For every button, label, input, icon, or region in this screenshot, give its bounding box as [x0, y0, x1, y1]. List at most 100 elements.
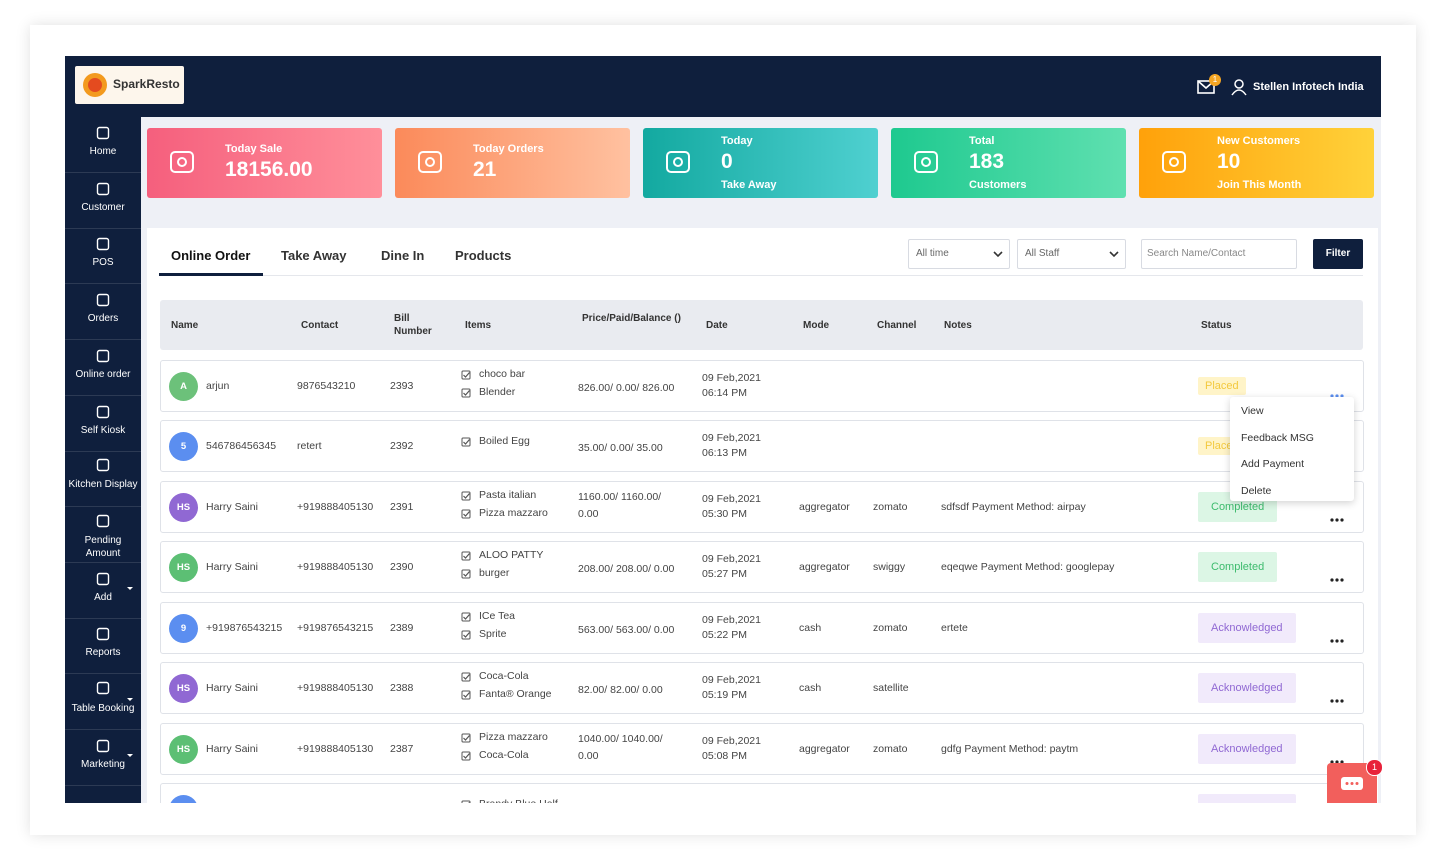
nav-label: Online order: [75, 368, 131, 380]
item-check: [461, 551, 471, 564]
item: choco bar: [479, 367, 526, 380]
sidebar-item[interactable]: Reports: [65, 618, 141, 675]
user-name[interactable]: Stellen Infotech India: [1253, 81, 1364, 93]
row-actions[interactable]: [1330, 513, 1344, 525]
item-check-svg: [461, 437, 471, 447]
sidebar-item[interactable]: Self Kiosk: [65, 396, 141, 452]
stat-sublabel: Take Away: [721, 179, 777, 191]
contact: retert: [297, 440, 322, 452]
row-actions[interactable]: [1330, 573, 1344, 585]
time: 06:14 PM: [702, 386, 747, 399]
stat-card[interactable]: Total 183 Customers: [891, 128, 1126, 198]
submenu-caret: [127, 694, 133, 705]
row-actions-svg: [1330, 578, 1344, 582]
menu-item[interactable]: Feedback MSG: [1241, 431, 1314, 444]
row-actions-svg: [1330, 699, 1344, 703]
nav-label: Reports: [85, 647, 121, 659]
stat-label: New Customers: [1217, 135, 1301, 147]
nav-icon-svg: [96, 572, 110, 585]
menu-item[interactable]: Delete: [1241, 484, 1272, 497]
row-actions[interactable]: [1330, 755, 1344, 767]
sidebar-item[interactable]: Online order: [65, 340, 141, 396]
nav-icon: [96, 739, 110, 756]
name: Harry Saini: [206, 500, 258, 513]
column-header: Status: [1201, 320, 1232, 331]
sidebar-item[interactable]: Table Booking: [65, 674, 141, 730]
tab[interactable]: Online Order: [171, 248, 251, 263]
stat-icon-svg: [170, 151, 194, 173]
search-input[interactable]: Search Name/Contact: [1141, 239, 1297, 269]
stat-card[interactable]: Today 0 Take Away: [643, 128, 878, 198]
item-check: [461, 370, 471, 383]
sidebar-item[interactable]: Marketing: [65, 730, 141, 786]
column-header: Date: [706, 320, 728, 331]
chat-badge: 1: [1366, 759, 1383, 776]
stat-label: Today Orders: [473, 143, 544, 155]
price: 82.00/ 82.00/ 0.00: [578, 684, 663, 696]
name: arjun: [206, 379, 230, 392]
bill-number: 2390: [390, 561, 414, 573]
row-actions[interactable]: [1330, 694, 1344, 706]
contact: +919876543215: [297, 621, 374, 634]
date: 09 Feb,2021: [702, 674, 761, 686]
nav-icon-svg: [96, 739, 110, 752]
column-header: Items: [465, 320, 492, 331]
item-check-svg: [461, 569, 471, 579]
placeholder: Search Name/Contact: [1147, 248, 1246, 259]
item-check: [461, 630, 471, 643]
item: Sprite: [479, 627, 507, 640]
date: 09 Feb,2021: [702, 432, 761, 444]
menu-item[interactable]: View: [1241, 405, 1264, 417]
nav-label: Customer: [81, 201, 125, 213]
avatar: 5: [169, 432, 198, 461]
filter-button[interactable]: Filter: [1313, 239, 1363, 269]
time-filter[interactable]: All time: [908, 239, 1010, 269]
logo-icon: [83, 73, 107, 97]
avatar: HS: [169, 492, 198, 522]
tab[interactable]: Products: [455, 248, 512, 263]
name: 546786456345: [206, 440, 277, 452]
channel: zomato: [873, 500, 908, 513]
item-check-svg: [461, 612, 471, 621]
avatar: HS: [169, 734, 198, 764]
row-actions[interactable]: [1330, 389, 1344, 401]
sidebar-item[interactable]: Orders: [65, 284, 141, 341]
nav-label: Pending Amount: [84, 534, 122, 559]
nav-label: Orders: [87, 313, 119, 325]
date: 09 Feb,2021: [702, 371, 761, 384]
item-check-svg: [461, 751, 471, 760]
name: Harry Saini: [206, 682, 258, 694]
sidebar-item[interactable]: Customer: [65, 173, 141, 229]
item-check-svg: [461, 388, 471, 397]
tab[interactable]: Dine In: [381, 248, 425, 263]
stat-card[interactable]: Today Sale 18156.00: [147, 128, 382, 198]
nav-icon: [96, 458, 110, 475]
chat-button[interactable]: [1327, 763, 1377, 803]
select-text: All time: [916, 248, 949, 259]
item-check-svg: [461, 690, 471, 700]
logo[interactable]: SparkResto: [75, 66, 184, 104]
item-check: [461, 690, 471, 703]
stat-card[interactable]: New Customers 10 Join This Month: [1139, 128, 1374, 198]
sidebar-item[interactable]: POS: [65, 228, 141, 285]
staff-filter[interactable]: All Staff: [1017, 239, 1126, 269]
tab[interactable]: Take Away: [281, 248, 347, 263]
status: Completed: [1198, 552, 1278, 582]
menu-item[interactable]: Add Payment: [1241, 458, 1305, 470]
sidebar-item[interactable]: Add: [65, 563, 141, 619]
row-actions[interactable]: [1330, 634, 1344, 646]
contact: +919888405130: [297, 500, 374, 513]
table-row: HS Harry Saini +919888405130 2388 Coca-Cola F…: [160, 662, 1364, 714]
stat-card[interactable]: Today Orders 21: [395, 128, 630, 198]
nav-icon-svg: [96, 628, 110, 641]
sidebar-item[interactable]: Home: [65, 117, 141, 173]
nav-label: Marketing: [81, 758, 125, 770]
row-actions-svg: [1330, 393, 1344, 398]
sidebar-item[interactable]: Pending Amount: [65, 507, 141, 563]
sidebar-item[interactable]: Kitchen Display: [65, 451, 141, 508]
submenu-caret-svg: [127, 753, 133, 757]
notes: sdfsdf Payment Method: airpay: [941, 500, 1086, 513]
avatar: 9: [169, 613, 198, 643]
user-icon: [1231, 79, 1247, 96]
